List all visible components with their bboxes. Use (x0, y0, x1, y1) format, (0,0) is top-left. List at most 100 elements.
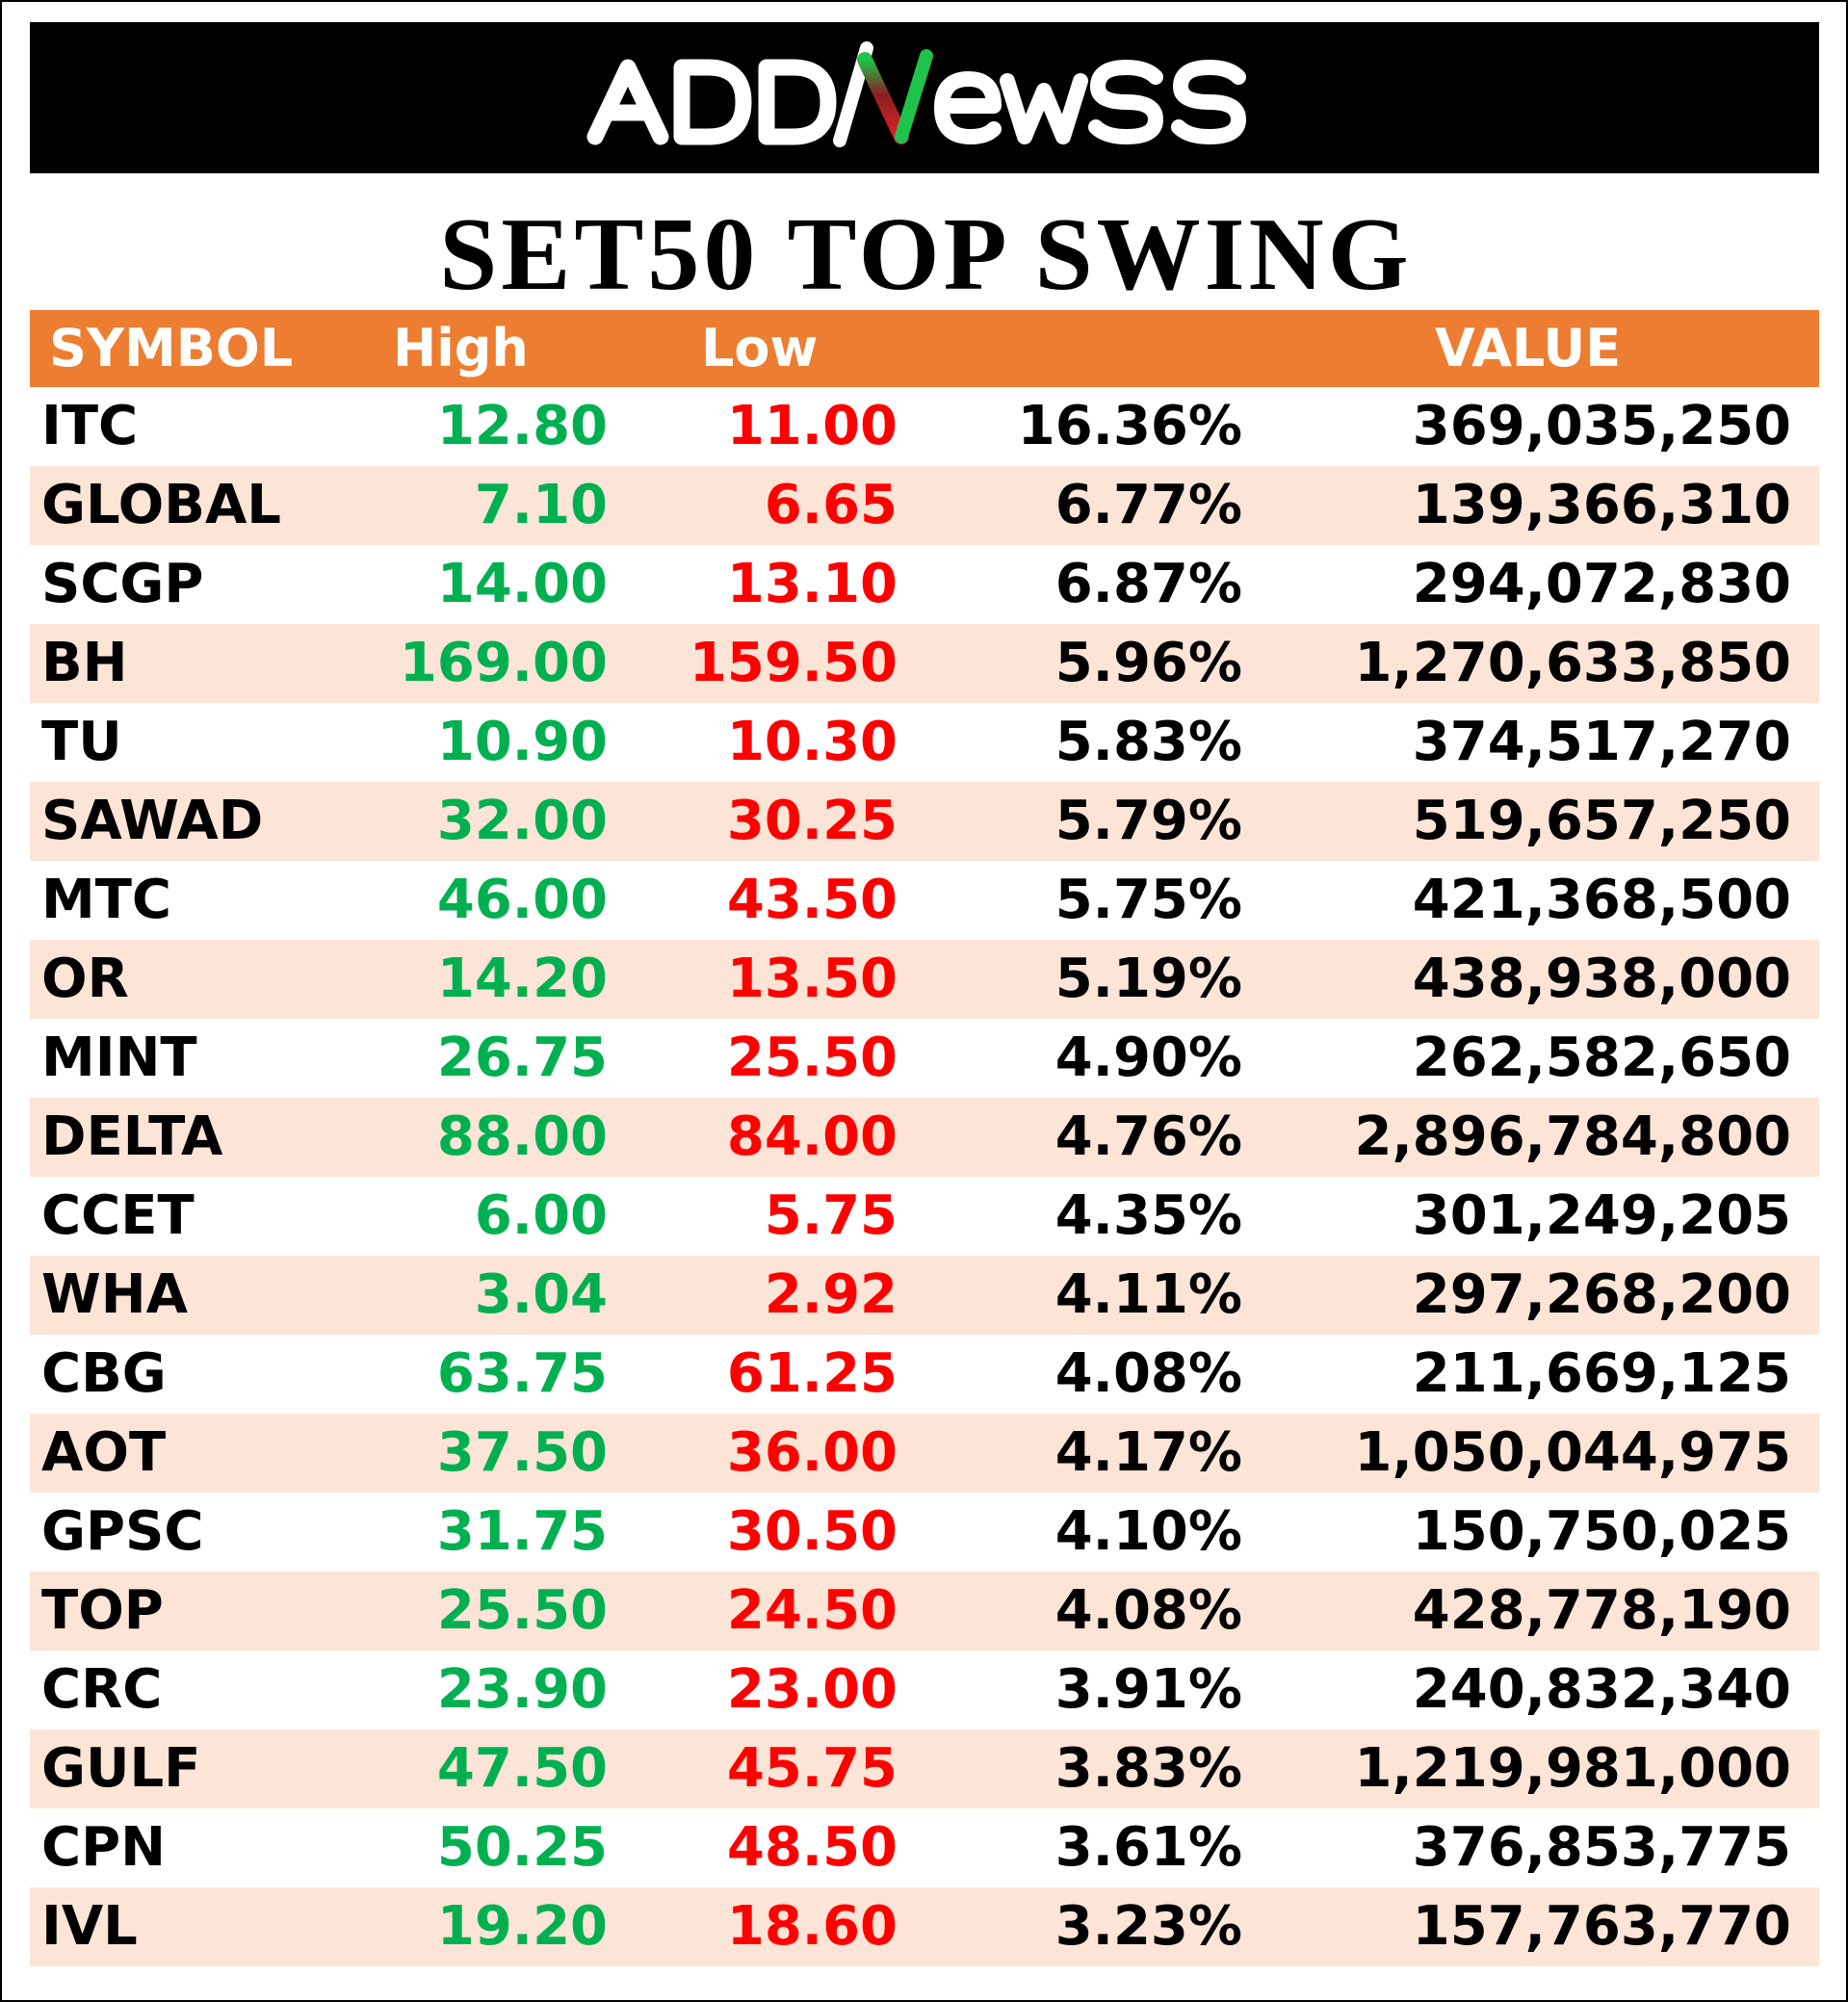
table-row: WHA 3.04 2.92 4.11% 297,268,200 (30, 1256, 1819, 1335)
low-cell: 13.10 (726, 553, 898, 615)
value-cell: 376,853,775 (1412, 1816, 1791, 1879)
low-cell: 24.50 (726, 1579, 898, 1642)
value-cell: 297,268,200 (1412, 1263, 1791, 1326)
header-low: Low (701, 318, 819, 378)
value-cell: 519,657,250 (1412, 790, 1791, 852)
high-cell: 32.00 (436, 790, 608, 852)
brand-banner (30, 22, 1819, 173)
symbol-cell: GULF (41, 1737, 201, 1800)
value-cell: 139,366,310 (1412, 474, 1791, 536)
symbol-cell: MTC (41, 869, 172, 931)
low-cell: 2.92 (764, 1263, 898, 1326)
value-cell: 301,249,205 (1412, 1184, 1791, 1247)
pct-cell: 5.19% (1054, 948, 1242, 1010)
high-cell: 25.50 (436, 1579, 608, 1642)
pct-cell: 3.23% (1054, 1895, 1242, 1958)
header-high: High (393, 318, 529, 378)
pct-cell: 3.83% (1054, 1737, 1242, 1800)
symbol-cell: CCET (41, 1184, 195, 1247)
high-cell: 19.20 (436, 1895, 608, 1958)
table-row: MINT 26.75 25.50 4.90% 262,582,650 (30, 1019, 1819, 1098)
low-cell: 6.65 (764, 474, 898, 536)
value-cell: 2,896,784,800 (1354, 1105, 1791, 1168)
symbol-cell: TOP (41, 1579, 164, 1642)
pct-cell: 3.61% (1054, 1816, 1242, 1879)
low-cell: 10.30 (726, 711, 898, 773)
value-cell: 211,669,125 (1412, 1342, 1791, 1405)
low-cell: 61.25 (726, 1342, 898, 1405)
low-cell: 36.00 (726, 1421, 898, 1484)
pct-cell: 4.90% (1054, 1027, 1242, 1089)
table-row: CRC 23.90 23.00 3.91% 240,832,340 (30, 1651, 1819, 1729)
pct-cell: 4.17% (1054, 1421, 1242, 1484)
value-cell: 294,072,830 (1412, 553, 1791, 615)
pct-cell: 5.75% (1054, 869, 1242, 931)
pct-cell: 4.76% (1054, 1105, 1242, 1168)
high-cell: 14.20 (436, 948, 608, 1010)
value-cell: 240,832,340 (1412, 1658, 1791, 1721)
value-cell: 428,778,190 (1412, 1579, 1791, 1642)
table-row: TU 10.90 10.30 5.83% 374,517,270 (30, 703, 1819, 782)
symbol-cell: CBG (41, 1342, 167, 1405)
symbol-cell: TU (41, 711, 122, 773)
table-body: ITC 12.80 11.00 16.36% 369,035,250 GLOBAL 7.10… (30, 387, 1819, 1966)
table-row: GLOBAL 7.10 6.65 6.77% 139,366,310 (30, 466, 1819, 545)
value-cell: 157,763,770 (1412, 1895, 1791, 1958)
value-cell: 1,050,044,975 (1354, 1421, 1791, 1484)
high-cell: 7.10 (474, 474, 608, 536)
high-cell: 12.80 (436, 395, 608, 457)
table-row: CPN 50.25 48.50 3.61% 376,853,775 (30, 1808, 1819, 1887)
low-cell: 43.50 (726, 869, 898, 931)
table-row: CCET 6.00 5.75 4.35% 301,249,205 (30, 1177, 1819, 1256)
value-cell: 1,219,981,000 (1354, 1737, 1791, 1800)
addnewss-logo (586, 40, 1246, 147)
pct-cell: 16.36% (1017, 395, 1242, 457)
table-row: MTC 46.00 43.50 5.75% 421,368,500 (30, 861, 1819, 940)
high-cell: 3.04 (474, 1263, 608, 1326)
high-cell: 63.75 (436, 1342, 608, 1405)
symbol-cell: ITC (41, 395, 139, 457)
high-cell: 37.50 (436, 1421, 608, 1484)
symbol-cell: OR (41, 948, 129, 1010)
value-cell: 150,750,025 (1412, 1500, 1791, 1563)
high-cell: 23.90 (436, 1658, 608, 1721)
pct-cell: 4.35% (1054, 1184, 1242, 1247)
high-cell: 88.00 (436, 1105, 608, 1168)
low-cell: 25.50 (726, 1027, 898, 1089)
symbol-cell: WHA (41, 1263, 188, 1326)
symbol-cell: SCGP (41, 553, 204, 615)
pct-cell: 5.79% (1054, 790, 1242, 852)
pct-cell: 3.91% (1054, 1658, 1242, 1721)
high-cell: 6.00 (474, 1184, 608, 1247)
pct-cell: 4.10% (1054, 1500, 1242, 1563)
low-cell: 45.75 (726, 1737, 898, 1800)
symbol-cell: IVL (41, 1895, 138, 1958)
low-cell: 159.50 (689, 632, 898, 694)
pct-cell: 4.08% (1054, 1579, 1242, 1642)
pct-cell: 4.08% (1054, 1342, 1242, 1405)
table-row: AOT 37.50 36.00 4.17% 1,050,044,975 (30, 1414, 1819, 1493)
pct-cell: 5.83% (1054, 711, 1242, 773)
high-cell: 50.25 (436, 1816, 608, 1879)
symbol-cell: CPN (41, 1816, 167, 1879)
table-row: SCGP 14.00 13.10 6.87% 294,072,830 (30, 545, 1819, 624)
pct-cell: 5.96% (1054, 632, 1242, 694)
table-row: DELTA 88.00 84.00 4.76% 2,896,784,800 (30, 1098, 1819, 1177)
low-cell: 5.75 (764, 1184, 898, 1247)
table-header: SYMBOL High Low VALUE (30, 310, 1819, 387)
pct-cell: 6.87% (1054, 553, 1242, 615)
low-cell: 30.25 (726, 790, 898, 852)
value-cell: 421,368,500 (1412, 869, 1791, 931)
symbol-cell: GLOBAL (41, 474, 281, 536)
symbol-cell: MINT (41, 1027, 197, 1089)
symbol-cell: BH (41, 632, 128, 694)
low-cell: 11.00 (726, 395, 898, 457)
table-row: IVL 19.20 18.60 3.23% 157,763,770 (30, 1887, 1819, 1966)
header-symbol: SYMBOL (49, 318, 294, 378)
symbol-cell: AOT (41, 1421, 167, 1484)
symbol-cell: GPSC (41, 1500, 204, 1563)
value-cell: 262,582,650 (1412, 1027, 1791, 1089)
high-cell: 169.00 (399, 632, 608, 694)
high-cell: 47.50 (436, 1737, 608, 1800)
